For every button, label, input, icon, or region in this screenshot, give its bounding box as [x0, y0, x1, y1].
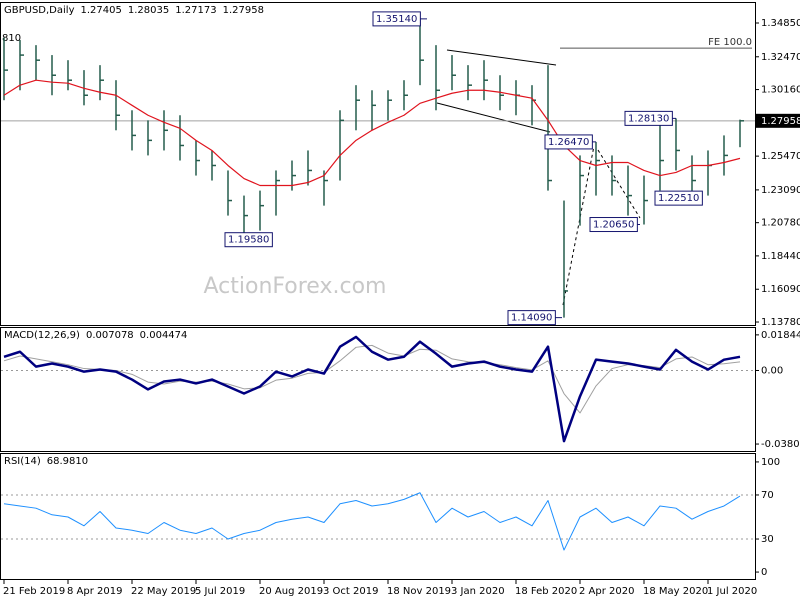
- annotation-box: [507, 310, 556, 326]
- annotation-box: [589, 217, 638, 233]
- rsi-panel: [0, 453, 756, 580]
- y-tick-label: 1.25470: [761, 151, 800, 162]
- header-text: RSI(14): [4, 456, 41, 467]
- header-text: 68.9810: [47, 456, 88, 467]
- x-tick-label: 2 Apr 2020: [579, 586, 634, 597]
- y-tick-label: 1.34850: [761, 18, 800, 29]
- header-text: 1.27405: [81, 5, 122, 16]
- annotation-label: 1.22510: [658, 193, 699, 204]
- header-text: 1.27958: [223, 5, 264, 16]
- y-tick-label: 1.13780: [761, 317, 800, 328]
- price-panel: [0, 2, 756, 326]
- price-badge: [756, 113, 800, 128]
- clipped-label: 810: [2, 33, 21, 44]
- y-tick-label: 30: [761, 534, 774, 545]
- y-tick-label: 1.32470: [761, 52, 800, 63]
- y-tick-label: 100: [761, 457, 780, 468]
- header-text: 0.007078: [86, 330, 134, 341]
- header-text: MACD(12,26,9): [4, 330, 80, 341]
- y-tick-label: 1.30160: [761, 85, 800, 96]
- header-text: 1.27173: [175, 5, 216, 16]
- macd-panel: [0, 327, 756, 452]
- y-tick-label: -0.038095: [761, 439, 800, 450]
- macd-line: [3, 335, 741, 443]
- header-text: GBPUSD,Daily: [4, 5, 75, 16]
- x-tick-label: 1 Jul 2020: [707, 586, 757, 597]
- moving-average: [3, 79, 741, 187]
- y-tick-label: 0.00: [761, 365, 783, 376]
- annotation-label: 1.26470: [548, 137, 589, 148]
- x-tick-label: 18 Feb 2020: [515, 586, 577, 597]
- y-tick-label: 1.18440: [761, 251, 800, 262]
- y-tick-label: 0.018442: [761, 330, 800, 341]
- signal-line: [3, 344, 741, 414]
- x-tick-label: 3 Jan 2020: [451, 586, 505, 597]
- annotation-box: [654, 190, 703, 206]
- channel-line: [446, 49, 557, 66]
- annotation-label: 1.28130: [628, 113, 669, 124]
- annotation-label: 1.35140: [376, 14, 417, 25]
- annotation-box: [372, 11, 421, 27]
- x-tick-label: 22 May 2019: [131, 586, 196, 597]
- annotation-box: [224, 232, 273, 248]
- y-tick-label: 1.20780: [761, 218, 800, 229]
- channel-line: [436, 102, 551, 133]
- annotation-label: 1.14090: [511, 313, 552, 324]
- x-tick-label: 5 Jul 2019: [195, 586, 245, 597]
- y-tick-label: 1.23090: [761, 185, 800, 196]
- x-tick-label: 3 Oct 2019: [323, 586, 378, 597]
- header-text: 0.004474: [140, 330, 188, 341]
- x-tick-label: 20 Aug 2019: [259, 586, 323, 597]
- watermark: ActionForex.com: [204, 274, 387, 299]
- annotation-box: [624, 110, 673, 126]
- wave-line: [597, 149, 641, 219]
- x-tick-label: 18 Nov 2019: [387, 586, 451, 597]
- y-tick-label: 1.16090: [761, 284, 800, 295]
- annotation-label: 1.20650: [593, 220, 634, 231]
- annotation-label: 1.19580: [228, 235, 269, 246]
- x-tick-label: 21 Feb 2019: [3, 586, 65, 597]
- x-tick-label: 8 Apr 2019: [67, 586, 122, 597]
- y-tick-label: 70: [761, 490, 774, 501]
- rsi-line: [3, 492, 741, 551]
- x-tick-label: 18 May 2020: [643, 586, 708, 597]
- y-tick-label: 0: [761, 567, 767, 578]
- annotation-box: [544, 134, 593, 150]
- header-text: 1.28035: [128, 5, 169, 16]
- wave-line: [562, 145, 595, 306]
- price-badge-label: 1.27958: [761, 116, 800, 127]
- fe-label: FE 100.0: [708, 37, 752, 48]
